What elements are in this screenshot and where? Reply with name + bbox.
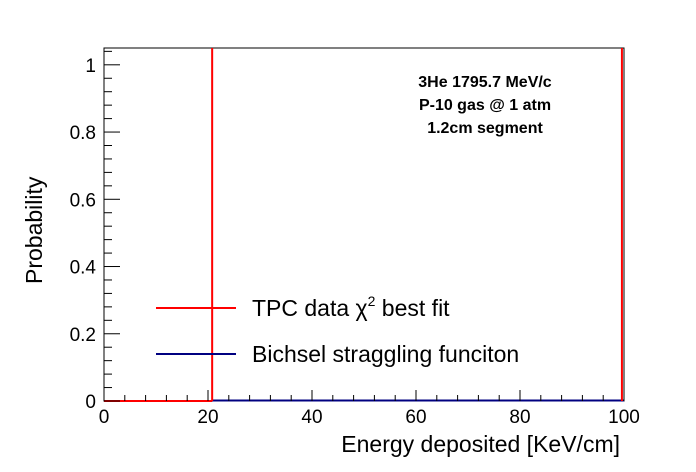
legend-label-bichsel: Bichsel straggling funciton [252,341,519,367]
annotation-line-1: 3He 1795.7 MeV/c [418,74,552,91]
x-tick-label: 100 [608,407,640,428]
y-tick-label: 1 [85,56,96,77]
y-tick-label: 0.4 [70,258,97,279]
legend-label-tpc-fit-chi: χ [356,295,368,321]
x-tick-label: 80 [509,407,530,428]
x-tick-label: 20 [197,407,218,428]
x-axis-ticks: 0 20 40 60 80 100 [99,390,640,428]
x-axis-title: Energy deposited [KeV/cm] [341,431,620,457]
series-layer [104,48,624,402]
legend-label-tpc-fit: TPC data χ2 best fit [252,293,450,321]
y-tick-label: 0.6 [70,190,96,211]
legend-label-tpc-fit-sup: 2 [368,293,376,309]
y-tick-label: 0.8 [70,123,96,144]
legend-label-tpc-fit-rest: best fit [375,295,450,321]
x-tick-label: 40 [301,407,322,428]
x-tick-label: 60 [405,407,426,428]
legend: TPC data χ2 best fit Bichsel straggling … [156,293,519,367]
y-tick-label: 0 [85,392,96,413]
y-axis-title: Probability [21,176,47,284]
annotation-line-2: P-10 gas @ 1 atm [419,97,551,114]
x-tick-label: 0 [99,407,110,428]
annotation-line-3: 1.2cm segment [427,120,543,137]
y-axis-ticks: 0 0.2 0.4 0.6 0.8 1 [70,50,120,413]
legend-label-tpc-fit-main: TPC data [252,295,356,321]
y-tick-label: 0.2 [70,325,96,346]
